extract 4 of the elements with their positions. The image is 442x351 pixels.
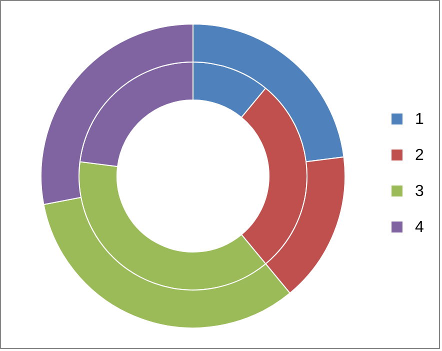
legend-label: 2	[415, 147, 424, 164]
legend-label: 1	[415, 111, 424, 128]
legend-label: 3	[415, 183, 424, 200]
legend-label: 4	[415, 219, 424, 236]
